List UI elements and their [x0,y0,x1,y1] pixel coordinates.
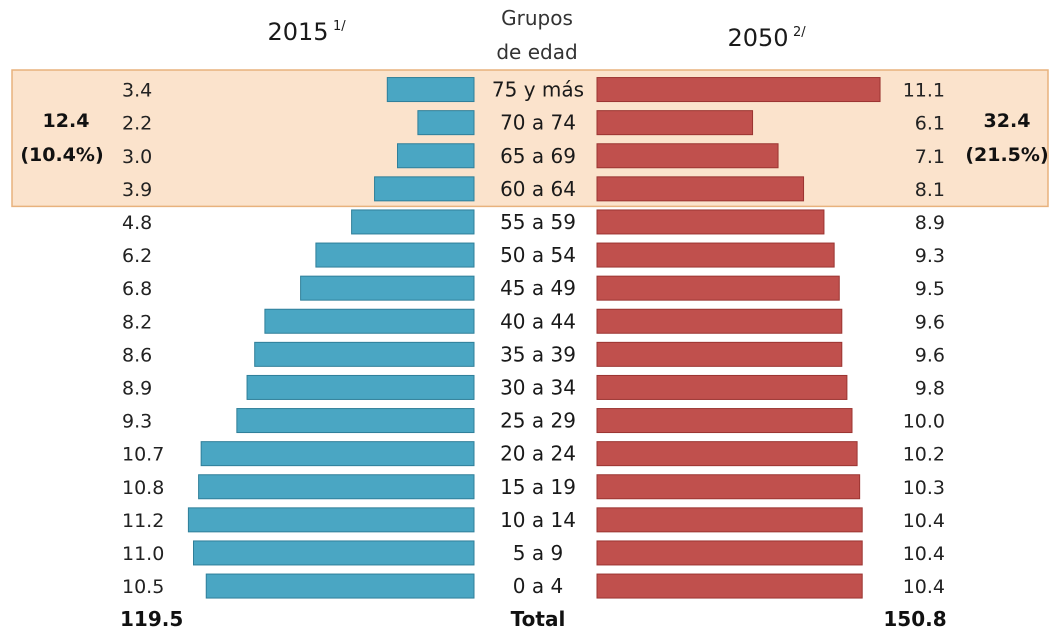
value-label-2050-5: 9.3 [915,245,945,267]
value-label-2015-7: 8.2 [122,311,152,333]
bar-2050-11 [596,441,858,467]
value-label-2050-14: 10.4 [903,543,945,565]
value-label-2015-9: 8.9 [122,377,152,399]
bar-2050-0 [596,77,881,103]
bar-2015-10 [236,408,475,434]
age-group-label-10: 25 a 29 [500,409,576,433]
value-label-2050-10: 10.0 [903,411,945,433]
bar-2050-4 [596,209,825,235]
age-group-label-11: 20 a 24 [500,442,576,466]
value-label-2015-6: 6.8 [122,278,152,300]
value-label-2015-11: 10.7 [122,444,164,466]
value-label-2050-9: 9.8 [915,377,945,399]
value-label-2015-2: 3.0 [122,146,152,168]
value-label-2050-1: 6.1 [915,113,945,135]
value-label-2015-13: 11.2 [122,510,164,532]
bar-2050-13 [596,507,863,533]
bar-2050-5 [596,242,835,268]
age-group-label-3: 60 a 64 [500,177,576,201]
bar-2050-9 [596,374,848,400]
age-group-label-7: 40 a 44 [500,309,576,333]
age-group-header-line1: Grupos [501,6,573,30]
bar-2015-1 [417,110,475,136]
bar-2015-15 [205,573,475,599]
value-label-2050-12: 10.3 [903,477,945,499]
value-label-2050-8: 9.6 [915,344,945,366]
bar-2050-12 [596,474,861,500]
value-label-2050-0: 11.1 [903,80,945,102]
right-older-percent: (21.5%) [965,144,1048,166]
value-label-2015-0: 3.4 [122,80,152,102]
total-label: Total [511,607,566,631]
bar-2050-8 [596,341,843,367]
left-year-title: 2015 [267,18,328,46]
value-label-2050-11: 10.2 [903,444,945,466]
value-label-2050-15: 10.4 [903,576,945,598]
value-label-2050-2: 7.1 [915,146,945,168]
value-label-2050-7: 9.6 [915,311,945,333]
age-group-label-5: 50 a 54 [500,243,576,267]
bar-2015-3 [374,176,475,202]
age-group-label-13: 10 a 14 [500,508,576,532]
age-group-label-12: 15 a 19 [500,475,576,499]
value-label-2050-13: 10.4 [903,510,945,532]
age-group-label-6: 45 a 49 [500,276,576,300]
bar-2015-2 [397,143,475,169]
age-group-label-1: 70 a 74 [500,111,576,135]
right-year-note: 2/ [793,25,806,40]
age-group-label-14: 5 a 9 [513,541,563,565]
left-total-value: 119.5 [120,607,183,631]
bar-2015-13 [187,507,475,533]
bar-2015-7 [264,308,475,334]
bar-2015-8 [254,341,475,367]
bar-2050-7 [596,308,843,334]
bar-2015-12 [198,474,475,500]
value-label-2015-3: 3.9 [122,179,152,201]
age-group-label-15: 0 a 4 [513,574,563,598]
value-label-2050-3: 8.1 [915,179,945,201]
value-label-2015-14: 11.0 [122,543,164,565]
value-label-2015-8: 8.6 [122,344,152,366]
age-group-label-9: 30 a 34 [500,375,576,399]
value-label-2015-10: 9.3 [122,411,152,433]
left-older-percent: (10.4%) [20,144,103,166]
bar-2050-10 [596,408,853,434]
bar-2015-5 [315,242,475,268]
bar-2050-14 [596,540,863,566]
age-group-header-line2: de edad [496,40,577,64]
value-label-2015-12: 10.8 [122,477,164,499]
age-group-label-2: 65 a 69 [500,144,576,168]
bar-2015-11 [200,441,475,467]
bar-2015-4 [351,209,475,235]
left-older-total: 12.4 [43,110,90,132]
bar-2015-9 [246,374,475,400]
right-year-title: 2050 [727,24,788,52]
value-label-2015-4: 4.8 [122,212,152,234]
value-label-2050-6: 9.5 [915,278,945,300]
value-label-2050-4: 8.9 [915,212,945,234]
bar-2050-1 [596,110,754,136]
bar-2015-14 [193,540,475,566]
bar-2050-2 [596,143,779,169]
bar-2015-6 [300,275,475,301]
value-label-2015-15: 10.5 [122,576,164,598]
bar-2050-6 [596,275,840,301]
right-older-total: 32.4 [984,110,1031,132]
bar-2015-0 [386,77,475,103]
age-group-label-4: 55 a 59 [500,210,576,234]
value-label-2015-5: 6.2 [122,245,152,267]
age-group-label-8: 35 a 39 [500,342,576,366]
age-group-label-0: 75 y más [492,78,584,102]
left-year-note: 1/ [333,19,346,34]
value-label-2015-1: 2.2 [122,113,152,135]
bar-2050-3 [596,176,805,202]
right-total-value: 150.8 [883,607,946,631]
bar-2050-15 [596,573,863,599]
